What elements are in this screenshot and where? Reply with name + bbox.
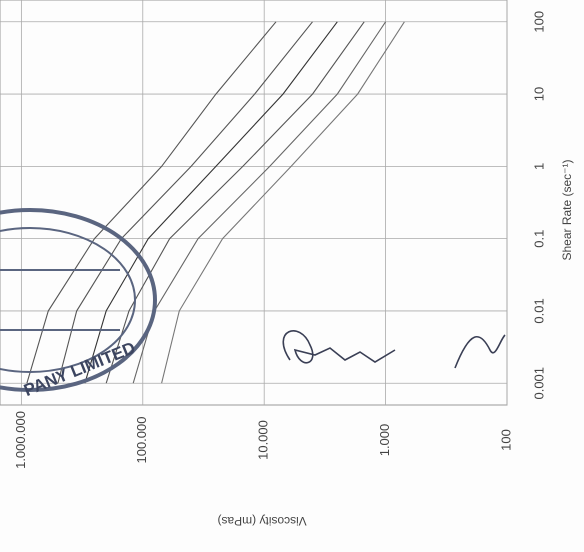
signature <box>282 330 506 369</box>
y-axis-title: Viscosity (mPas) <box>217 514 306 528</box>
flow-curve <box>26 21 277 384</box>
flow-curve <box>161 21 405 384</box>
x-axis-title: Shear Rate (sec⁻¹) <box>560 159 574 260</box>
y-tick-label: 100 <box>498 429 513 451</box>
y-tick-label: 10.000 <box>256 420 271 460</box>
x-tick-label: 0.1 <box>531 230 546 248</box>
y-tick-label: 100.000 <box>134 417 149 464</box>
x-tick-label: 100 <box>531 11 546 33</box>
x-tick-label: 0.001 <box>531 367 546 400</box>
x-tick-label: 1 <box>531 163 546 170</box>
stamp <box>0 208 157 392</box>
flow-curve <box>105 21 365 384</box>
flow-curve <box>84 21 338 384</box>
stamp-inner <box>0 227 136 373</box>
x-tick-label: 10 <box>531 87 546 101</box>
x-tick-label: 0.01 <box>531 298 546 323</box>
flow-curve <box>57 21 313 384</box>
y-tick-label: 1.000.000 <box>13 411 28 469</box>
y-tick-label: 1.000 <box>377 424 392 457</box>
